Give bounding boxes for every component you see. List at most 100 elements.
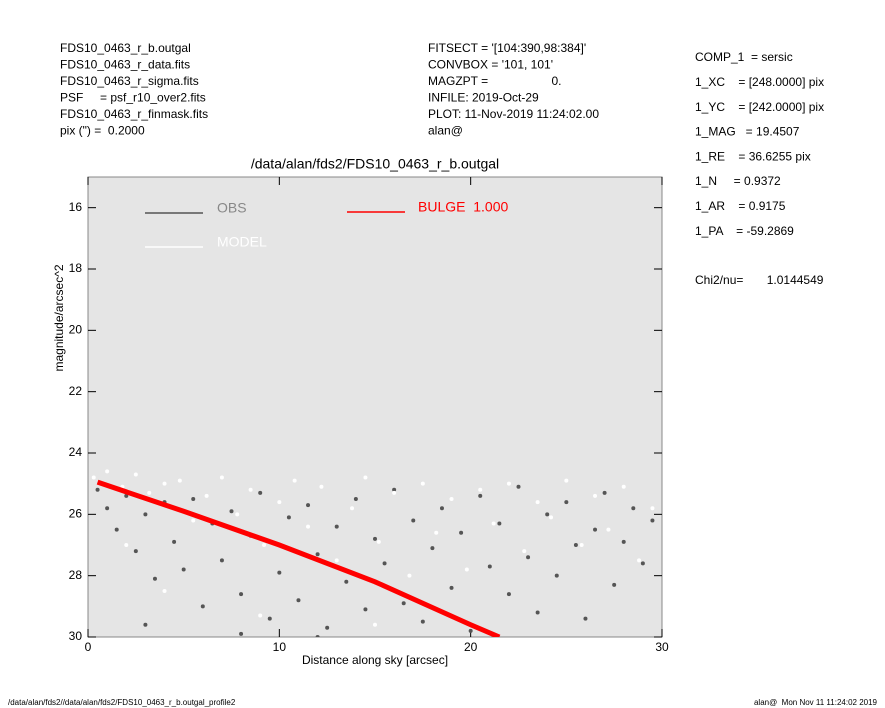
data-point (487, 564, 492, 569)
data-point (105, 506, 110, 511)
data-point (315, 635, 320, 637)
data-point (373, 536, 377, 541)
data-point (114, 527, 119, 532)
header-middle-line: MAGZPT = 0. (428, 74, 561, 88)
data-point (162, 481, 167, 486)
data-point (177, 478, 182, 483)
data-point (152, 576, 157, 581)
data-point (478, 487, 483, 492)
data-point (105, 469, 110, 474)
data-point (392, 487, 397, 492)
data-point (464, 567, 469, 572)
data-point (229, 509, 234, 514)
data-point (522, 549, 527, 554)
y-tick-label: 24 (69, 445, 83, 459)
data-point (147, 490, 152, 495)
header-right-line: COMP_1 = sersic (695, 50, 793, 64)
data-point (143, 512, 148, 517)
data-point (516, 484, 521, 489)
data-point (554, 573, 559, 578)
data-point (640, 561, 645, 566)
footer-left: /data/alan/fds2//data/alan/fds2/FDS10_04… (8, 698, 236, 707)
series-layer (91, 469, 655, 637)
data-point (420, 481, 425, 486)
data-point (191, 497, 196, 501)
data-point (564, 478, 569, 483)
y-tick-label: 22 (69, 384, 83, 398)
data-point (162, 589, 167, 593)
data-point (439, 506, 444, 511)
header-left-line: FDS10_0463_r_data.fits (60, 58, 190, 72)
header-middle-line: INFILE: 2019-Oct-29 (428, 91, 539, 105)
y-tick-label: 20 (69, 323, 83, 337)
x-tick-label: 10 (273, 640, 287, 654)
header-left-line: PSF = psf_r10_over2.fits (60, 91, 206, 105)
data-point (459, 530, 464, 535)
data-point (133, 549, 138, 554)
data-point (95, 487, 100, 492)
y-axis-label: magnitude/arcsec^2 (52, 264, 66, 371)
data-point (549, 515, 554, 520)
data-point (334, 524, 339, 529)
data-point (277, 570, 282, 575)
data-point (583, 616, 588, 621)
data-point (296, 598, 301, 603)
data-point (239, 592, 244, 597)
data-point (363, 475, 368, 480)
header-right-line: 1_XC = [248.0000] pix (695, 75, 824, 89)
y-tick-label: 30 (69, 629, 83, 643)
header-left-line: FDS10_0463_r_sigma.fits (60, 74, 199, 88)
data-point (306, 503, 311, 508)
data-point (434, 530, 439, 535)
data-point (407, 573, 412, 578)
header-left-line: FDS10_0463_r_finmask.fits (60, 107, 208, 121)
data-point (535, 610, 540, 615)
legend-label: BULGE 1.000 (418, 199, 508, 215)
data-point (637, 558, 642, 563)
data-point (602, 490, 607, 495)
header-right-line: 1_PA = -59.2869 (695, 224, 794, 238)
chi2: Chi2/nu= 1.0144549 (695, 273, 824, 287)
data-point (258, 490, 263, 495)
data-point (219, 558, 224, 563)
header-right-line: 1_YC = [242.0000] pix (695, 100, 824, 114)
legend-label: MODEL (217, 234, 267, 250)
data-point (593, 527, 598, 532)
header-middle-line: alan@ (428, 124, 463, 138)
data-point (468, 628, 473, 633)
data-point (350, 506, 355, 511)
data-point (334, 558, 339, 563)
data-point (545, 512, 550, 517)
data-point (564, 500, 569, 505)
data-point (650, 518, 655, 523)
y-tick-label: 16 (69, 200, 83, 214)
data-point (181, 567, 186, 572)
data-point (172, 539, 177, 544)
data-point (262, 543, 267, 547)
data-point (420, 619, 425, 624)
plot-area (87, 176, 663, 638)
data-point (526, 555, 531, 560)
x-tick-label: 20 (464, 640, 478, 654)
model-line (96, 479, 501, 637)
data-point (631, 506, 636, 511)
footer-right: alan@ Mon Nov 11 11:24:02 2019 (754, 698, 878, 707)
chart-title: /data/alan/fds2/FDS10_0463_r_b.outgal (251, 156, 499, 172)
data-point (506, 592, 511, 597)
data-point (248, 487, 253, 492)
data-point (219, 475, 224, 480)
header-right-line: 1_N = 0.9372 (695, 174, 781, 188)
data-point (535, 500, 540, 505)
data-point (124, 543, 129, 547)
data-point (478, 493, 483, 498)
legend-label: OBS (217, 200, 247, 216)
header-right-line: 1_MAG = 19.4507 (695, 125, 800, 139)
data-point (491, 521, 496, 526)
data-point (449, 497, 454, 501)
data-point (286, 515, 291, 520)
data-point (612, 582, 617, 587)
x-tick-label: 30 (655, 640, 669, 654)
data-point (401, 601, 406, 606)
data-point (650, 506, 655, 511)
